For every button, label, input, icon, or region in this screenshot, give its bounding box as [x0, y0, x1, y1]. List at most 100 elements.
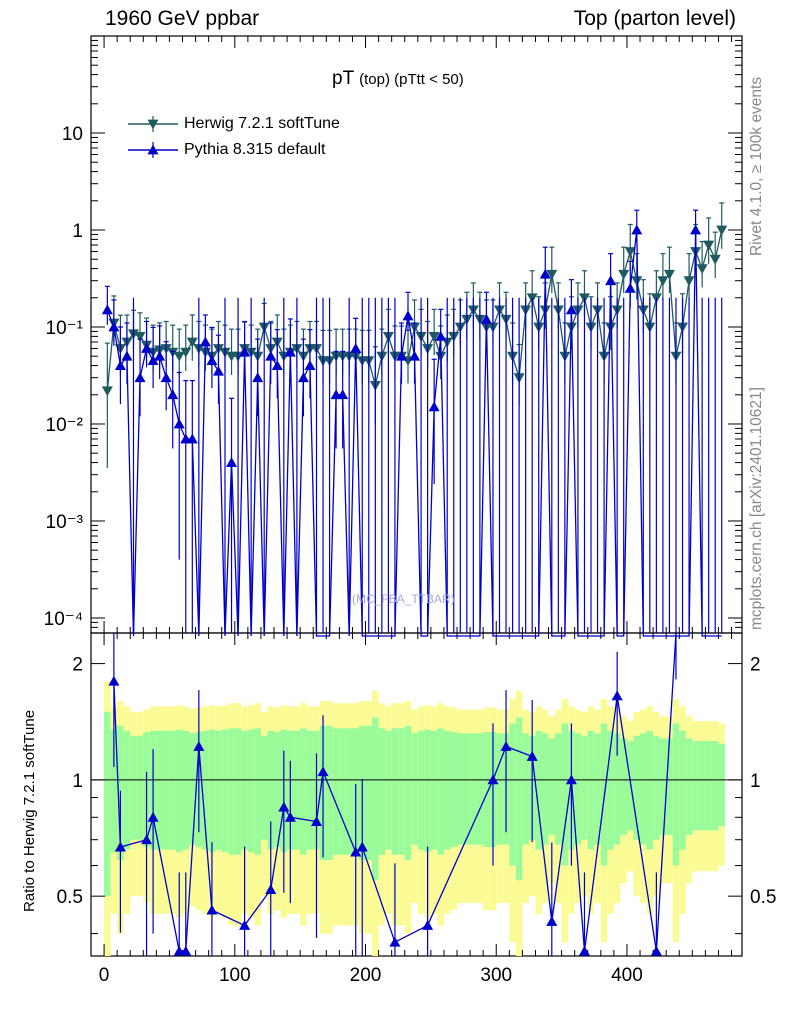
ratio-band-green [692, 741, 699, 831]
ratio-point [526, 750, 538, 761]
ratio-y-axis-label: Ratio to Herwig 7.2.1 softTune [21, 709, 38, 912]
ratio-band-green [417, 730, 425, 850]
herwig-point [173, 351, 185, 362]
pythia-point [435, 330, 447, 341]
ratio-point [356, 841, 368, 852]
ratio-point [611, 690, 623, 701]
ratio-band-green [189, 733, 196, 845]
pythia-point [605, 275, 617, 286]
ratio-band-green [672, 723, 680, 866]
pythia-point [206, 355, 218, 366]
ratio-point [284, 811, 296, 822]
ratio-band-green [306, 730, 314, 850]
ratio-band-green [653, 735, 660, 840]
ratio-band-green [613, 733, 621, 845]
ratio-y-tick-label: 2 [72, 655, 83, 676]
herwig-point [539, 305, 551, 316]
pythia-point [631, 224, 643, 235]
ratio-band-green [594, 733, 601, 845]
pythia-point [212, 365, 224, 376]
pythia-point [565, 304, 577, 315]
pythia-point [337, 389, 349, 400]
legend-label-herwig: Herwig 7.2.1 softTune [184, 115, 340, 132]
ratio-band-green [607, 730, 614, 850]
ratio-band-green [300, 728, 307, 855]
ratio-point [487, 774, 499, 785]
pythia-point [624, 282, 636, 293]
pythia-point [239, 346, 251, 357]
ratio-panel-frame [90, 632, 743, 957]
ratio-point [546, 915, 558, 926]
ratio-band-green [136, 735, 144, 840]
ratio-band-green [202, 730, 209, 850]
herwig-point [546, 269, 558, 280]
ratio-point [180, 945, 192, 956]
herwig-point [709, 254, 721, 265]
ratio-band-green [633, 735, 641, 840]
herwig-point [683, 276, 695, 287]
ratio-point [565, 774, 577, 785]
ratio-point [650, 945, 662, 956]
ratio-y-tick-label: 0.5 [57, 887, 83, 908]
ratio-band-green [555, 733, 562, 845]
ratio-point [147, 811, 159, 822]
ratio-band-green [215, 730, 222, 850]
ratio-point [239, 919, 251, 930]
ratio-band-green [162, 730, 170, 850]
rivet-label: Rivet 4.1.0, ≥ 100k events [748, 76, 765, 256]
y-tick-label: 10⁻¹ [46, 318, 84, 339]
ratio-point [278, 801, 290, 812]
ratio-band-green [705, 741, 712, 831]
ratio-band-green [293, 730, 301, 850]
ratio-y-tick-label-right: 1 [750, 771, 761, 792]
ratio-point [108, 675, 120, 686]
ratio-band-green [541, 733, 549, 845]
ratio-band-green [587, 730, 595, 850]
ratio-band-green [123, 730, 131, 850]
ratio-band-green [718, 743, 726, 826]
ratio-band-green [260, 735, 268, 840]
ratio-point [206, 904, 218, 915]
ratio-band-green [339, 728, 346, 855]
pythia-point [480, 313, 492, 324]
ratio-y-tick-label-right: 0.5 [750, 887, 776, 908]
pythia-point [147, 355, 159, 366]
pythia-point [539, 268, 551, 279]
ratio-band-green [646, 730, 654, 850]
y-tick-label: 10⁻² [46, 415, 84, 436]
ratio-band-green [247, 729, 255, 853]
chart-title: pT (top) (pTtt < 50) [332, 68, 464, 90]
ratio-band-green [228, 728, 235, 855]
ratio-y-tick-label-right: 2 [750, 655, 761, 676]
ratio-band-green [574, 733, 582, 845]
ratio-band-green [391, 728, 399, 855]
pythia-point [402, 310, 414, 321]
pythia-point [141, 343, 153, 353]
x-tick-label: 300 [480, 965, 512, 986]
herwig-point [703, 240, 715, 251]
analysis-watermark: (MC_FBA_TTBAR) [352, 592, 455, 606]
x-tick-label: 200 [350, 965, 382, 986]
ratio-point [350, 846, 362, 857]
ratio-band-green [130, 735, 137, 840]
pythia-point [284, 346, 296, 357]
y-tick-label: 10⁻⁴ [44, 609, 83, 630]
pythia-point [252, 372, 264, 383]
ratio-band-green [626, 741, 634, 831]
ratio-band-green [332, 728, 340, 855]
ratio-band-green [424, 729, 431, 853]
ratio-band-green [535, 730, 542, 850]
ratio-band-green [483, 732, 490, 848]
pythia-point [167, 389, 179, 400]
ratio-band-green [241, 730, 248, 850]
ratio-point [141, 834, 153, 845]
x-tick-label: 400 [611, 965, 643, 986]
ratio-band-green [411, 733, 418, 845]
pythia-point [297, 372, 309, 383]
pythia-point [186, 433, 198, 444]
ratio-band-green [685, 738, 693, 835]
ratio-band-green [156, 730, 163, 850]
pythia-point [690, 224, 702, 235]
herwig-point [101, 386, 113, 397]
pythia-point [265, 350, 277, 361]
